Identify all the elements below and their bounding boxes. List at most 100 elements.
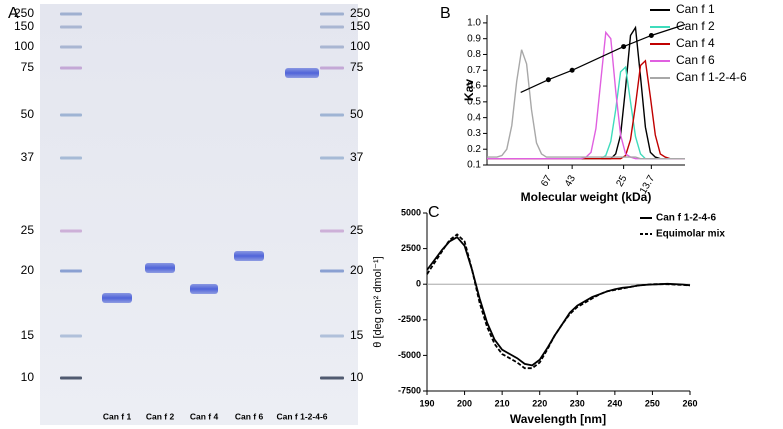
ladder-band bbox=[320, 334, 344, 338]
x-tick-label: 200 bbox=[457, 398, 472, 408]
ladder-band bbox=[320, 229, 344, 233]
panel-label: B bbox=[440, 5, 451, 22]
marker-label: 100 bbox=[350, 39, 370, 53]
x-tick-label: 230 bbox=[570, 398, 585, 408]
ladder-band bbox=[60, 334, 82, 338]
marker-label: 250 bbox=[350, 6, 370, 20]
calibration-point bbox=[569, 67, 575, 73]
x-tick-label: 240 bbox=[607, 398, 622, 408]
x-tick-label: 67 bbox=[539, 173, 554, 189]
legend-label: Can f 4 bbox=[676, 36, 715, 50]
legend-label: Equimolar mix bbox=[656, 229, 725, 240]
y-tick-label: 0.3 bbox=[467, 128, 481, 139]
ladder-band bbox=[60, 229, 82, 233]
x-tick-label: 220 bbox=[532, 398, 547, 408]
y-tick-label: 0.4 bbox=[467, 112, 481, 123]
y-tick-label: -2500 bbox=[398, 314, 421, 324]
panel-label: A bbox=[8, 5, 19, 22]
protein-band bbox=[102, 293, 132, 303]
protein-band bbox=[145, 263, 175, 273]
x-tick-label: 25 bbox=[614, 173, 629, 189]
protein-band bbox=[234, 251, 264, 261]
series-line bbox=[426, 236, 691, 367]
y-tick-label: 1.0 bbox=[467, 18, 481, 29]
calibration-point bbox=[545, 77, 551, 83]
ladder-band bbox=[60, 269, 82, 273]
legend-label: Can f 6 bbox=[676, 53, 715, 67]
x-tick-label: 250 bbox=[645, 398, 660, 408]
y-tick-label: 0.2 bbox=[467, 144, 481, 155]
y-tick-label: 0.6 bbox=[467, 81, 481, 92]
ladder-band bbox=[60, 113, 82, 117]
ladder-band bbox=[60, 156, 82, 160]
marker-label: 20 bbox=[21, 263, 35, 277]
marker-label: 37 bbox=[350, 150, 364, 164]
marker-label: 15 bbox=[21, 328, 35, 342]
y-tick-label: 0.8 bbox=[467, 49, 481, 60]
protein-band bbox=[190, 284, 218, 294]
y-tick-label: 2500 bbox=[401, 243, 421, 253]
ladder-band bbox=[320, 12, 344, 16]
marker-label: 25 bbox=[350, 223, 364, 237]
marker-label: 20 bbox=[350, 263, 364, 277]
marker-label: 37 bbox=[21, 150, 35, 164]
y-tick-label: 0.5 bbox=[467, 96, 481, 107]
marker-label: 10 bbox=[21, 370, 35, 384]
chart: -7500 -5000 -2500 0 2500 5000 190 200 210 220 230 2… bbox=[372, 207, 725, 426]
marker-label: 50 bbox=[350, 107, 364, 121]
ladder-band bbox=[320, 269, 344, 273]
marker-label: 150 bbox=[14, 19, 34, 33]
series-line bbox=[487, 25, 685, 160]
gel-background bbox=[40, 4, 358, 425]
series-line bbox=[426, 233, 691, 370]
marker-label: 250 bbox=[14, 6, 34, 20]
x-tick-label: 190 bbox=[419, 398, 434, 408]
marker-label: 50 bbox=[21, 107, 35, 121]
calibration-line bbox=[520, 23, 686, 93]
marker-label: 10 bbox=[350, 370, 364, 384]
x-tick-label: 43 bbox=[563, 173, 578, 189]
chart: 0.10.20.30.40.50.60.70.80.91.067 43 25 13.7… bbox=[462, 2, 747, 204]
ladder-band bbox=[60, 25, 82, 29]
series-line bbox=[487, 59, 685, 160]
calibration-point bbox=[648, 33, 654, 39]
ladder-band bbox=[60, 45, 82, 49]
lane-label: Can f 6 bbox=[235, 411, 264, 421]
ladder-band bbox=[60, 376, 82, 380]
ladder-band bbox=[320, 113, 344, 117]
lane-label: Can f 1 bbox=[103, 411, 132, 421]
y-axis-label: Kav bbox=[462, 79, 476, 101]
y-axis-label: θ [deg cm² dmol⁻¹] bbox=[372, 256, 384, 347]
panel-label: C bbox=[428, 204, 440, 221]
x-tick-label: 210 bbox=[495, 398, 510, 408]
marker-label: 100 bbox=[14, 39, 34, 53]
series-line bbox=[487, 30, 685, 160]
x-axis-label: Wavelength [nm] bbox=[510, 412, 606, 426]
x-axis-label: Molecular weight (kDa) bbox=[521, 190, 652, 204]
marker-label: 150 bbox=[350, 19, 370, 33]
y-tick-label: 0.1 bbox=[467, 160, 481, 171]
ladder-band bbox=[320, 66, 344, 70]
y-tick-label: 0.9 bbox=[467, 33, 481, 44]
legend-label: Can f 1 bbox=[676, 2, 715, 16]
x-tick-label: 260 bbox=[682, 398, 697, 408]
protein-band bbox=[285, 68, 319, 78]
y-tick-label: 0.7 bbox=[467, 65, 481, 76]
marker-label: 75 bbox=[21, 60, 35, 74]
ladder-band bbox=[320, 156, 344, 160]
ladder-band bbox=[320, 25, 344, 29]
lane-label: Can f 4 bbox=[190, 411, 219, 421]
series-line bbox=[487, 49, 685, 160]
ladder-band bbox=[60, 12, 82, 16]
legend-label: Can f 1-2-4-6 bbox=[656, 213, 716, 224]
y-tick-label: -7500 bbox=[398, 385, 421, 395]
y-tick-label: -5000 bbox=[398, 350, 421, 360]
lane-label: Can f 1-2-4-6 bbox=[276, 411, 327, 421]
legend-label: Can f 2 bbox=[676, 19, 715, 33]
calibration-point bbox=[621, 44, 627, 50]
legend-label: Can f 1-2-4-6 bbox=[676, 70, 747, 84]
ladder-band bbox=[60, 66, 82, 70]
y-tick-label: 0 bbox=[416, 279, 421, 289]
